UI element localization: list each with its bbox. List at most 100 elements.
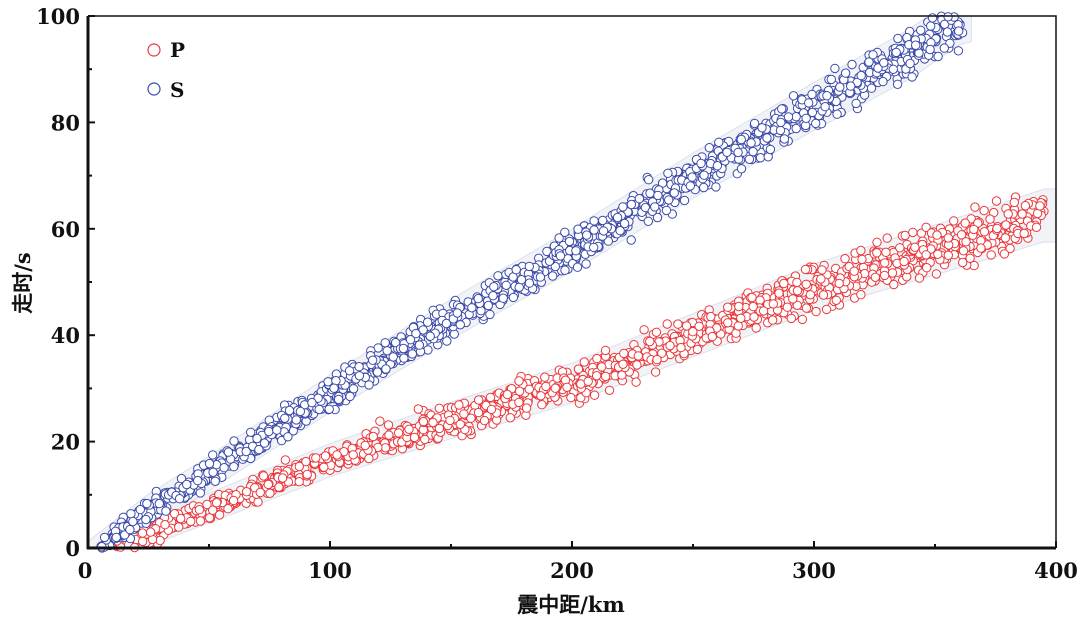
point-p bbox=[1035, 201, 1045, 211]
point-p bbox=[524, 384, 534, 394]
point-p bbox=[665, 340, 675, 351]
point-p bbox=[1019, 228, 1029, 239]
point-p bbox=[673, 319, 683, 329]
point-p bbox=[650, 367, 661, 377]
point-p bbox=[840, 254, 850, 264]
point-s bbox=[626, 235, 636, 245]
point-p bbox=[214, 510, 225, 520]
point-p bbox=[137, 528, 148, 538]
point-p bbox=[681, 321, 692, 331]
point-s bbox=[878, 76, 888, 87]
point-p bbox=[899, 256, 909, 267]
point-p bbox=[651, 327, 662, 337]
point-p bbox=[800, 264, 811, 275]
point-s bbox=[835, 82, 845, 92]
point-s bbox=[571, 246, 581, 256]
point-p bbox=[970, 202, 980, 212]
point-s bbox=[916, 25, 926, 35]
point-s bbox=[687, 172, 697, 182]
point-p bbox=[857, 254, 867, 265]
point-s bbox=[399, 353, 409, 363]
point-p bbox=[914, 273, 925, 283]
point-s bbox=[851, 98, 861, 109]
point-p bbox=[1009, 197, 1019, 208]
point-p bbox=[434, 423, 445, 434]
point-s bbox=[582, 230, 592, 240]
point-s bbox=[554, 233, 564, 243]
point-p bbox=[786, 313, 796, 324]
point-s bbox=[905, 58, 915, 69]
point-p bbox=[348, 450, 358, 460]
point-s bbox=[762, 133, 772, 143]
point-s bbox=[501, 280, 511, 290]
point-s bbox=[907, 72, 917, 82]
point-p bbox=[943, 250, 953, 261]
point-s bbox=[418, 325, 428, 335]
point-p bbox=[294, 477, 304, 487]
point-s bbox=[722, 147, 732, 158]
point-p bbox=[502, 389, 513, 400]
point-s bbox=[524, 278, 535, 288]
point-p bbox=[302, 469, 312, 480]
point-p bbox=[910, 242, 920, 253]
point-p bbox=[889, 279, 899, 290]
point-s bbox=[804, 98, 814, 108]
point-p bbox=[887, 268, 898, 278]
point-p bbox=[455, 419, 465, 429]
point-s bbox=[866, 83, 877, 93]
point-p bbox=[631, 377, 641, 387]
point-p bbox=[311, 453, 321, 463]
point-p bbox=[992, 223, 1002, 234]
point-s bbox=[699, 170, 709, 180]
point-p bbox=[943, 233, 953, 243]
point-s bbox=[498, 293, 508, 303]
point-p bbox=[486, 404, 497, 415]
point-s bbox=[425, 331, 435, 341]
x-axis-label: 震中距/km bbox=[517, 592, 624, 617]
point-p bbox=[736, 313, 746, 323]
point-p bbox=[393, 428, 404, 438]
point-p bbox=[454, 400, 464, 410]
point-s bbox=[888, 64, 898, 75]
point-p bbox=[792, 286, 803, 296]
point-p bbox=[274, 482, 284, 492]
point-s bbox=[822, 91, 832, 101]
point-s bbox=[161, 506, 171, 516]
point-s bbox=[807, 107, 818, 118]
point-s bbox=[879, 58, 889, 68]
point-p bbox=[319, 462, 329, 472]
point-s bbox=[307, 397, 317, 408]
point-p bbox=[174, 522, 184, 532]
point-s bbox=[99, 532, 110, 543]
point-p bbox=[145, 527, 156, 537]
point-s bbox=[572, 262, 583, 272]
point-s bbox=[736, 164, 747, 174]
point-s bbox=[775, 125, 786, 136]
point-p bbox=[265, 488, 275, 498]
point-s bbox=[943, 12, 953, 22]
point-s bbox=[252, 433, 262, 444]
point-p bbox=[956, 230, 967, 240]
point-s bbox=[663, 168, 673, 179]
point-p bbox=[779, 278, 789, 289]
point-p bbox=[1005, 243, 1015, 254]
point-p bbox=[849, 266, 859, 276]
point-p bbox=[816, 274, 826, 284]
point-p bbox=[280, 455, 291, 465]
point-p bbox=[521, 403, 532, 413]
point-s bbox=[422, 317, 433, 327]
point-s bbox=[733, 147, 743, 158]
point-s bbox=[135, 504, 146, 515]
point-p bbox=[514, 386, 525, 396]
point-p bbox=[921, 222, 931, 233]
point-p bbox=[749, 312, 759, 322]
point-s bbox=[634, 194, 645, 204]
point-p bbox=[208, 505, 218, 515]
point-p bbox=[604, 385, 615, 395]
point-p bbox=[979, 205, 989, 216]
point-p bbox=[592, 353, 602, 364]
point-p bbox=[774, 288, 784, 298]
point-s bbox=[126, 509, 136, 519]
point-s bbox=[329, 383, 339, 393]
point-p bbox=[965, 253, 975, 263]
